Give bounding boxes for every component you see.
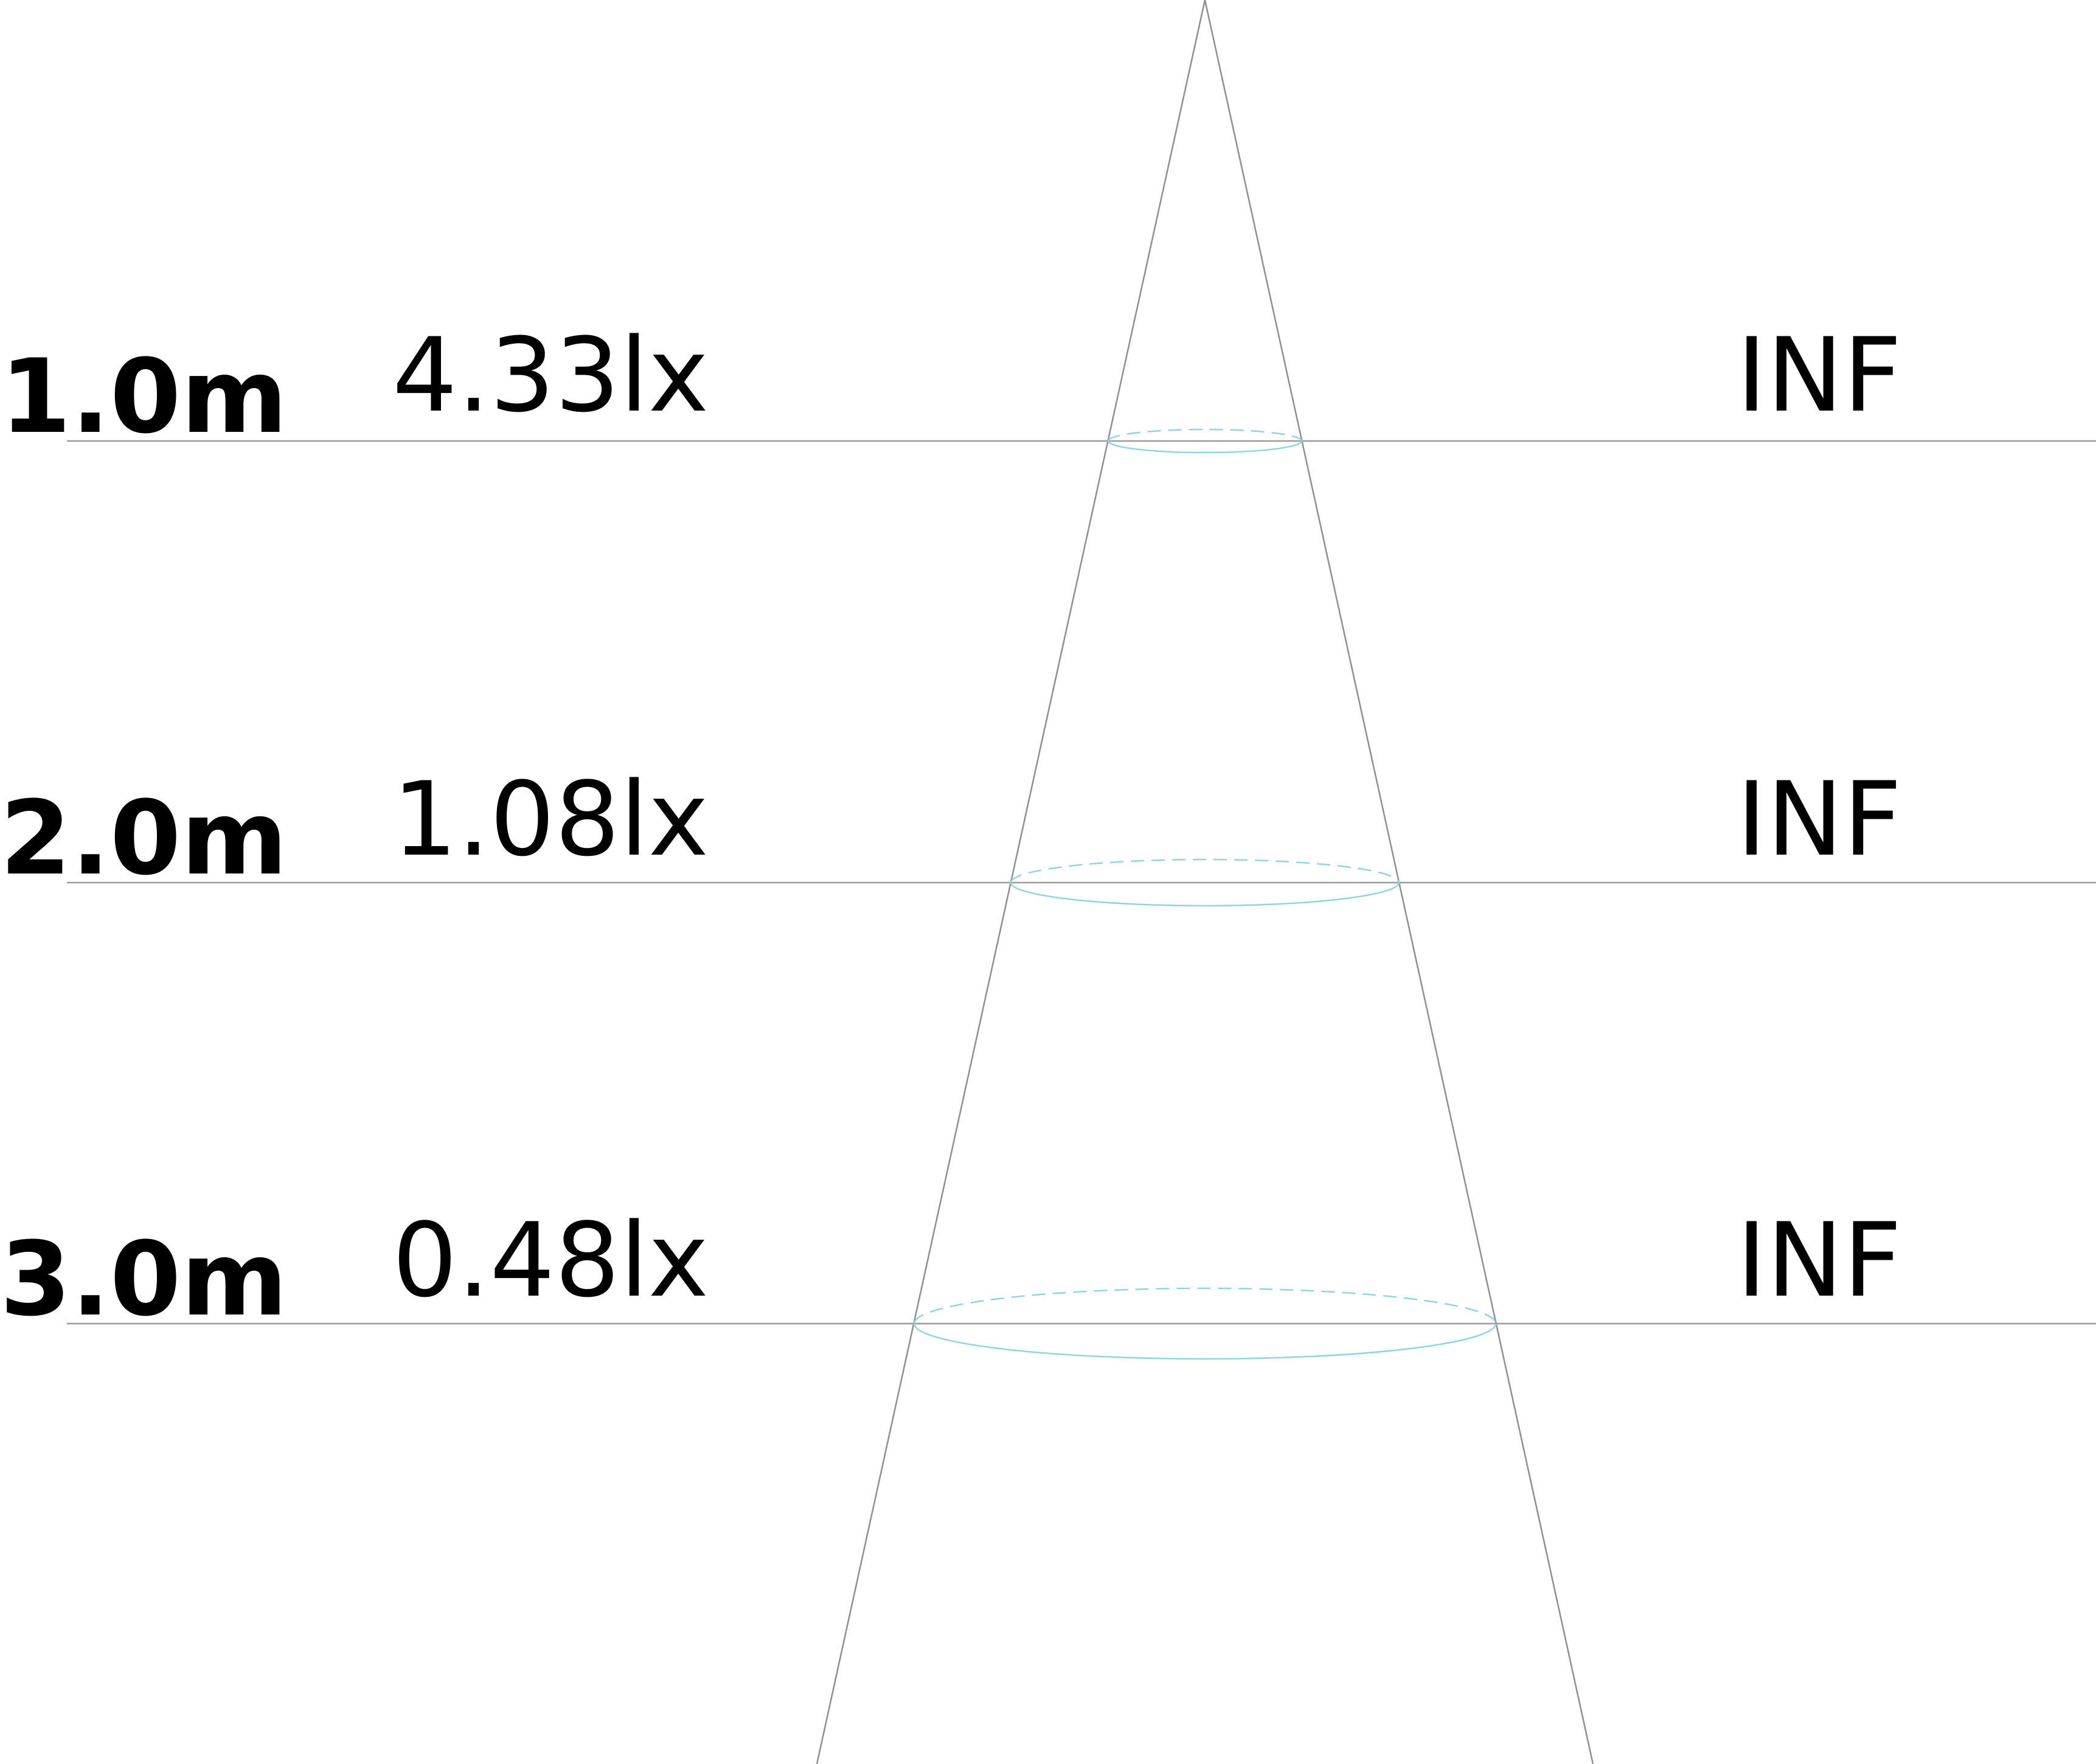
illuminance-label-3m: 0.48lx: [392, 1201, 709, 1320]
level-2m: 2.0m 1.08lx INF: [0, 760, 2096, 907]
distance-label-1m: 1.0m: [0, 337, 288, 456]
illuminance-label-1m: 4.33lx: [392, 316, 709, 435]
diameter-label-3m: INF: [1737, 1201, 1902, 1320]
illuminance-label-2m: 1.08lx: [392, 760, 709, 879]
spot-back-arc-1m: [1107, 428, 1303, 442]
level-1m: 1.0m 4.33lx INF: [0, 316, 2096, 456]
spot-front-arc-2m: [1010, 882, 1400, 907]
diameter-label-1m: INF: [1737, 316, 1902, 435]
distance-label-3m: 3.0m: [0, 1220, 288, 1339]
spot-back-arc-2m: [1010, 858, 1400, 883]
level-3m: 3.0m 0.48lx INF: [0, 1201, 2096, 1360]
spot-front-arc-3m: [913, 1323, 1497, 1360]
spot-back-arc-3m: [913, 1287, 1497, 1324]
spot-front-arc-1m: [1107, 440, 1303, 454]
diameter-label-2m: INF: [1737, 760, 1902, 879]
distance-label-2m: 2.0m: [0, 779, 288, 898]
